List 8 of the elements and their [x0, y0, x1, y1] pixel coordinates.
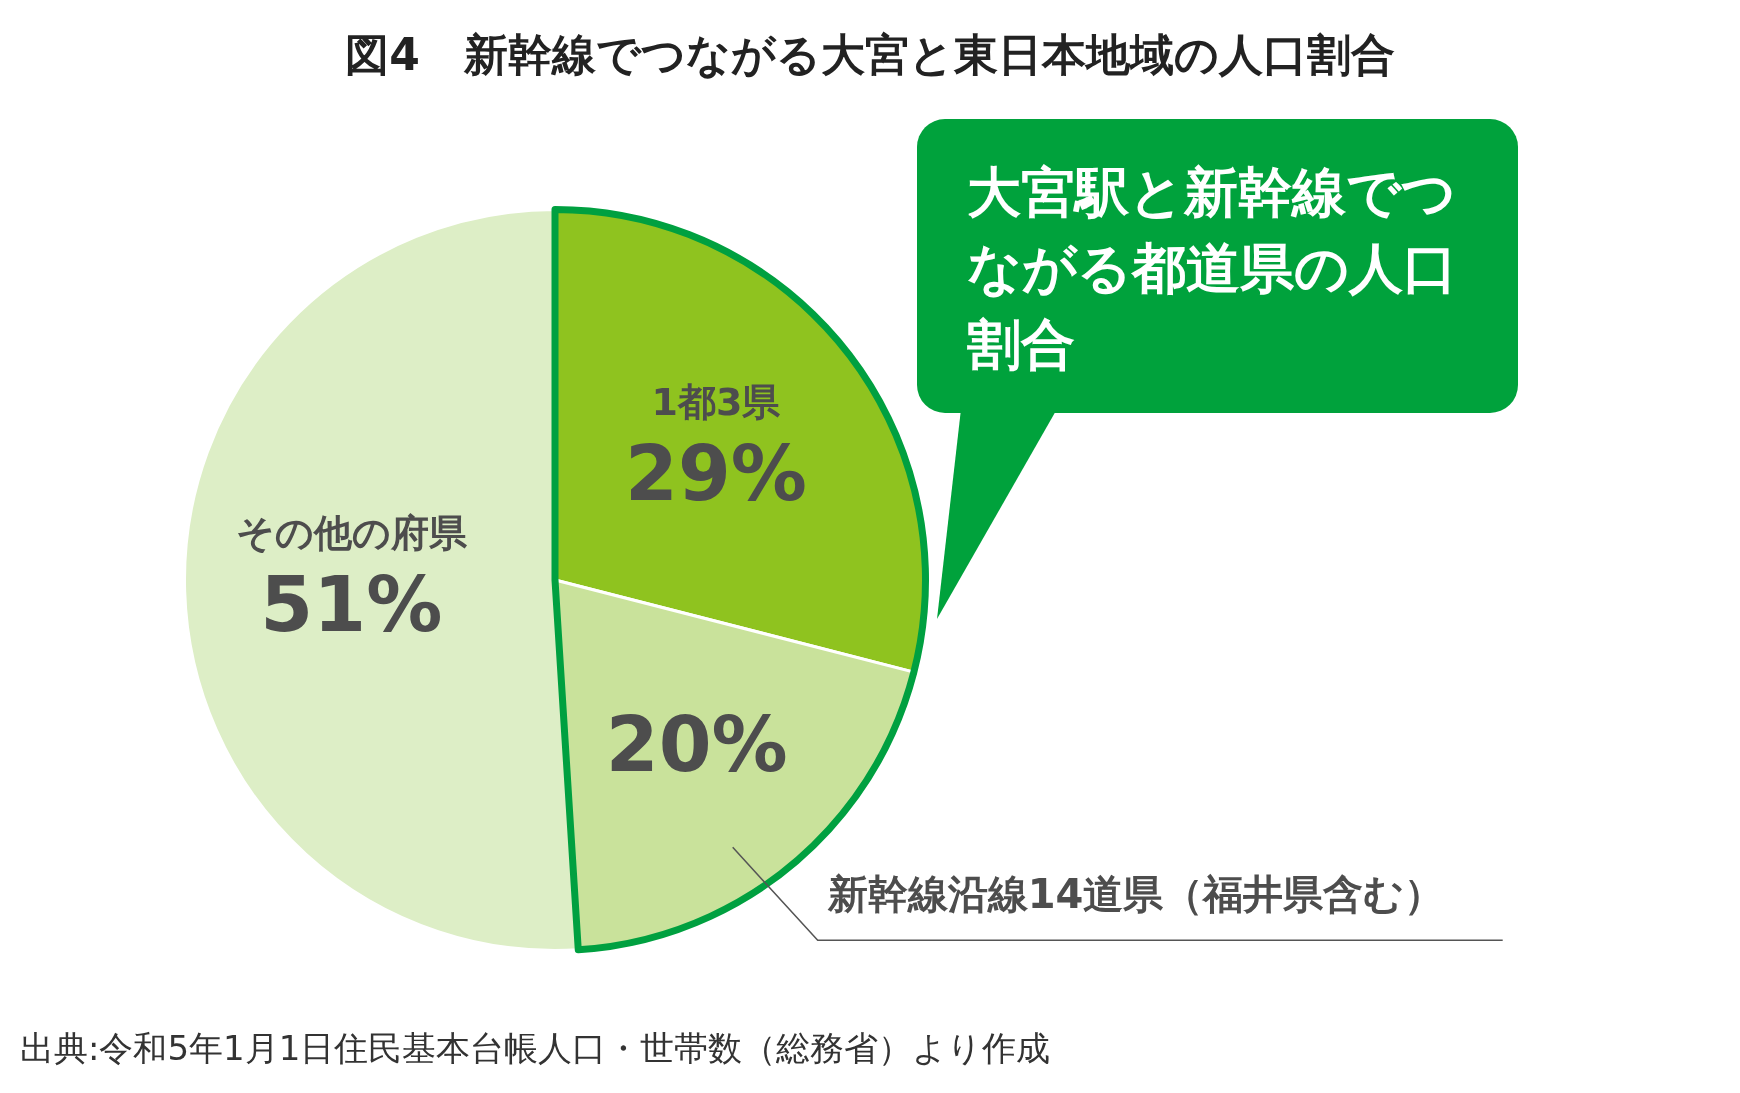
- data-label: 20%: [605, 700, 788, 790]
- data-label: 51%: [260, 560, 443, 650]
- slice-label: その他の府県: [235, 511, 468, 556]
- source-note: 出典:令和5年1月1日住民基本台帳人口・世帯数（総務省）より作成: [20, 1027, 1051, 1070]
- data-label: 29%: [625, 428, 807, 518]
- chart-title: 図4 新幹線でつながる大宮と東日本地域の人口割合: [344, 28, 1396, 82]
- slice-label: 新幹線沿線14道県（福井県含む）: [826, 870, 1445, 917]
- slice-label: 1都3県: [651, 379, 782, 424]
